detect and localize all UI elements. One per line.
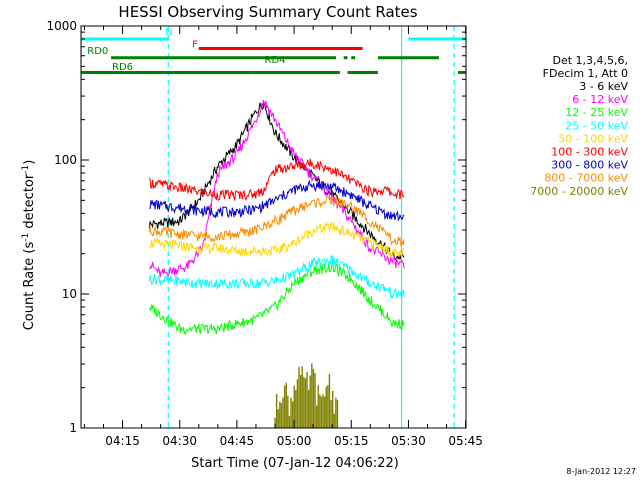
series-line bbox=[149, 179, 405, 222]
legend-entry: 25 - 50 keV bbox=[565, 119, 628, 132]
x-tick-label: 05:00 bbox=[277, 434, 312, 448]
series-line bbox=[148, 158, 405, 202]
legend-entry: 6 - 12 keV bbox=[572, 93, 628, 106]
status-bar-label-rd6: RD6 bbox=[112, 62, 133, 73]
x-tick-label: 05:15 bbox=[334, 434, 369, 448]
plot-frame bbox=[80, 25, 467, 429]
legend-entry: 7000 - 20000 keV bbox=[530, 185, 628, 198]
x-tick-label: 04:30 bbox=[162, 434, 197, 448]
y-tick-label: 100 bbox=[54, 153, 77, 167]
legend-entry: 12 - 25 keV bbox=[565, 106, 628, 119]
legend-entry: 300 - 800 keV bbox=[551, 159, 628, 172]
y-tick-label: 1 bbox=[69, 421, 77, 435]
status-bar-label-n: N bbox=[165, 27, 172, 38]
y-tick-label: 10 bbox=[62, 287, 77, 301]
footer-timestamp: 8-Jan-2012 12:27 bbox=[566, 467, 636, 476]
y-axis-label: Count Rate (s-1 detector-1) bbox=[21, 160, 37, 331]
series-line bbox=[148, 221, 405, 260]
status-bar-label-rd0: RD0 bbox=[87, 46, 108, 57]
x-tick-label: 05:45 bbox=[448, 434, 483, 448]
legend-header-line-1: Det 1,3,4,5,6, bbox=[552, 54, 628, 67]
status-bar-label-f: F bbox=[192, 40, 198, 51]
x-tick-label: 05:30 bbox=[391, 434, 426, 448]
x-tick-label: 04:45 bbox=[220, 434, 255, 448]
status-bar-label-rd4: RD4 bbox=[265, 55, 286, 66]
legend-entry: 50 - 100 keV bbox=[558, 132, 628, 145]
series-line bbox=[148, 261, 405, 335]
x-tick-label: 04:15 bbox=[105, 434, 140, 448]
series-line bbox=[148, 194, 405, 246]
legend: Det 1,3,4,5,6, FDecim 1, Att 0 3 - 6 keV… bbox=[530, 54, 628, 198]
series-line bbox=[148, 255, 405, 300]
y-tick-label: 1000 bbox=[46, 19, 77, 33]
x-axis-label: Start Time (07-Jan-12 04:06:22) bbox=[191, 456, 399, 471]
legend-header-line-2: FDecim 1, Att 0 bbox=[543, 67, 628, 80]
chart-title: HESSI Observing Summary Count Rates bbox=[118, 3, 417, 21]
legend-entry: 800 - 7000 keV bbox=[544, 172, 628, 185]
legend-entry: 3 - 6 keV bbox=[579, 80, 628, 93]
legend-entry: 100 - 300 keV bbox=[551, 146, 628, 159]
